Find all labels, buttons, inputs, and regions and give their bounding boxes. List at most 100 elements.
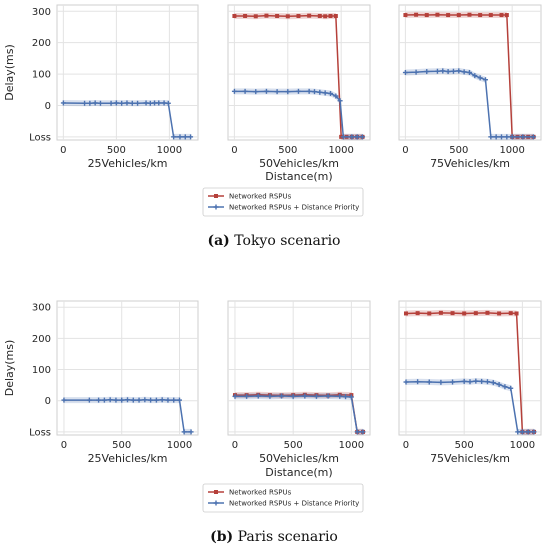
- y-tick-label: 0: [45, 396, 51, 407]
- x-tick-label: 0: [60, 145, 66, 156]
- y-tick-label: 300: [32, 303, 51, 314]
- data-point-square: [424, 13, 429, 18]
- data-point-square: [307, 13, 312, 18]
- x-tick-label: 500: [107, 145, 126, 156]
- data-point-square: [467, 12, 472, 17]
- data-point-square: [403, 311, 408, 316]
- data-point-square: [317, 13, 322, 18]
- x-tick-label: 500: [449, 145, 468, 156]
- data-point-square: [478, 13, 483, 18]
- data-point-square: [275, 13, 280, 18]
- x-axis-label: 50Vehicles/km: [259, 157, 339, 170]
- data-point-square: [446, 13, 451, 18]
- shared-x-axis-label: Distance(m): [265, 170, 332, 183]
- legend-box: [202, 483, 364, 513]
- x-tick-label: 500: [455, 440, 474, 451]
- x-tick-label: 1000: [167, 440, 192, 451]
- legend-label: Networked RSPUs: [229, 193, 292, 201]
- data-point-square: [488, 13, 493, 18]
- plot-frame: [56, 300, 199, 436]
- data-point-square: [323, 14, 328, 19]
- data-point-square: [435, 12, 440, 17]
- legend-label: Networked RSPUs + Distance Priority: [229, 500, 359, 508]
- x-axis-label: 25Vehicles/km: [88, 157, 168, 170]
- x-axis-label: 75Vehicles/km: [430, 157, 510, 170]
- data-point-square: [253, 14, 258, 19]
- x-tick-label: 1000: [499, 145, 524, 156]
- caption-a-text: Tokyo scenario: [234, 233, 341, 249]
- data-point-square: [243, 13, 248, 18]
- data-point-square: [497, 311, 502, 316]
- series-band: [63, 99, 191, 140]
- legend-label: Networked RSPUs: [229, 489, 292, 497]
- x-tick-label: 0: [231, 145, 237, 156]
- x-tick-label: 1000: [339, 440, 364, 451]
- data-point-square: [232, 13, 237, 18]
- x-tick-label: 1000: [328, 145, 353, 156]
- series-band: [405, 378, 535, 435]
- data-point-square: [485, 310, 490, 315]
- x-tick-label: 1000: [510, 440, 535, 451]
- y-tick-label: 300: [32, 7, 51, 18]
- legend-label: Networked RSPUs + Distance Priority: [229, 204, 359, 212]
- data-point-square: [514, 311, 519, 316]
- data-point-square: [427, 311, 432, 316]
- data-point-square: [415, 311, 420, 316]
- legend-a: Networked RSPUs Networked RSPUs + Distanc…: [202, 187, 364, 217]
- data-point-square: [462, 311, 467, 316]
- plot-frame: [227, 300, 371, 436]
- x-axis-label: 75Vehicles/km: [430, 452, 510, 465]
- data-point-square: [438, 310, 443, 315]
- y-tick-label: 100: [32, 365, 51, 376]
- legend-marker-square: [214, 490, 218, 494]
- x-tick-label: 0: [403, 440, 409, 451]
- x-tick-label: 500: [278, 145, 297, 156]
- data-point-square: [508, 311, 513, 316]
- shared-x-axis-label: Distance(m): [265, 466, 332, 479]
- data-point-square: [328, 13, 333, 18]
- x-axis-label: 25Vehicles/km: [88, 452, 168, 465]
- legend-marker-square: [214, 194, 218, 198]
- x-tick-label: 0: [61, 440, 67, 451]
- data-point-square: [414, 12, 419, 17]
- y-axis-label: Delay(ms): [3, 44, 16, 101]
- y-tick-label: 200: [32, 334, 51, 345]
- y-tick-label: 0: [45, 101, 51, 112]
- data-point-square: [499, 13, 504, 18]
- data-point-square: [450, 311, 455, 316]
- data-point-square: [504, 13, 509, 18]
- plot-frame: [227, 4, 371, 141]
- data-point-square: [333, 13, 338, 18]
- caption-b-text: Paris scenario: [237, 529, 338, 545]
- data-point-square: [264, 13, 269, 18]
- y-tick-label: 200: [32, 38, 51, 49]
- x-tick-label: 500: [112, 440, 131, 451]
- y-tick-label: Loss: [29, 427, 51, 438]
- series-band: [234, 88, 363, 140]
- data-point-square: [473, 311, 478, 316]
- data-point-square: [296, 13, 301, 18]
- x-tick-label: 0: [232, 440, 238, 451]
- x-tick-label: 1000: [157, 145, 182, 156]
- x-axis-label: 50Vehicles/km: [259, 452, 339, 465]
- x-tick-label: 500: [284, 440, 303, 451]
- caption-b: (b) Paris scenario: [0, 529, 548, 545]
- y-tick-label: Loss: [29, 132, 51, 143]
- y-axis-label: Delay(ms): [3, 340, 16, 397]
- caption-a: (a) Tokyo scenario: [0, 233, 548, 249]
- data-point-square: [285, 14, 290, 19]
- data-point-square: [456, 13, 461, 18]
- legend-box: [202, 187, 364, 217]
- x-tick-label: 0: [402, 145, 408, 156]
- caption-a-letter: (a): [207, 233, 230, 249]
- caption-b-letter: (b): [210, 529, 234, 545]
- legend-b: Networked RSPUs Networked RSPUs + Distanc…: [202, 483, 364, 513]
- data-point-square: [403, 13, 408, 18]
